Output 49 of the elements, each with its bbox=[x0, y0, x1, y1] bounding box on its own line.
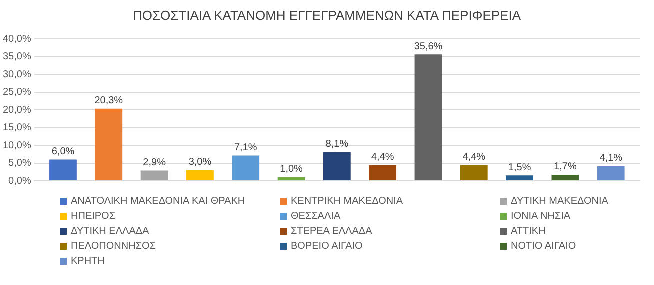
bar bbox=[50, 160, 77, 180]
legend-label: ΗΠΕΙΡΟΣ bbox=[71, 211, 116, 222]
y-tick-label: 15,0% bbox=[2, 122, 32, 134]
data-label: 6,0% bbox=[52, 146, 75, 158]
legend-label: ΚΡΗΤΗ bbox=[71, 256, 105, 267]
data-label: 3,0% bbox=[188, 157, 212, 168]
y-tick-label: 20,0% bbox=[2, 104, 32, 116]
data-label: 1,5% bbox=[508, 162, 532, 174]
legend-label: ΒΟΡΕΙΟ ΑΙΓΑΙΟ bbox=[291, 241, 363, 252]
legend-label: ΝΟΤΙΟ ΑΙΓΑΙΟ bbox=[511, 241, 576, 252]
bar bbox=[186, 170, 214, 180]
legend-label: ΣΤΕΡΕΑ ΕΛΛΑΔΑ bbox=[291, 226, 372, 237]
chart-title: ΠΟΣΟΣΤΙΑΙΑ ΚΑΤΑΝΟΜΗ ΕΓΓΕΓΡΑΜΜΕΝΩΝ ΚΑΤΑ ΠΕΡΙΦΕΡΕΙΑ bbox=[132, 7, 522, 25]
legend-label: ΔΥΤΙΚΗ ΕΛΛΑΔΑ bbox=[71, 226, 150, 237]
bar bbox=[460, 165, 488, 180]
legend-label: ΚΕΝΤΡΙΚΗ ΜΑΚΕΔΟΝΙΑ bbox=[291, 196, 404, 207]
data-label: 2,9% bbox=[143, 157, 166, 168]
legend-label: ΑΤΤΙΚΗ bbox=[511, 226, 546, 237]
data-label: 4,4% bbox=[371, 152, 394, 164]
bar bbox=[506, 176, 534, 180]
y-tick-label: 30,0% bbox=[2, 69, 32, 80]
data-label: 35,6% bbox=[414, 41, 443, 52]
data-label: 4,1% bbox=[600, 153, 623, 164]
bar bbox=[278, 177, 306, 180]
data-label: 20,3% bbox=[94, 96, 124, 107]
legend-label: ΠΕΛΟΠΟΝΝΗΣΟΣ bbox=[71, 241, 156, 252]
y-tick-label: 40,0% bbox=[2, 34, 32, 45]
legend-label: ΙΟΝΙΑ ΝΗΣΙΑ bbox=[511, 211, 571, 222]
bar bbox=[232, 156, 260, 180]
y-tick-label: 10,0% bbox=[2, 140, 32, 152]
data-label: 7,1% bbox=[234, 142, 258, 154]
data-label: 1,7% bbox=[554, 162, 577, 173]
data-label: 8,1% bbox=[326, 138, 349, 150]
y-tick-label: 35,0% bbox=[2, 52, 32, 62]
bar bbox=[323, 152, 351, 180]
y-tick-label: 5,0% bbox=[8, 158, 32, 169]
data-label: 1,0% bbox=[280, 164, 304, 176]
bar bbox=[369, 165, 397, 180]
bar bbox=[140, 170, 168, 180]
data-label: 4,4% bbox=[462, 152, 486, 164]
bar bbox=[552, 174, 580, 180]
bar bbox=[597, 166, 625, 180]
y-tick-label: 0,0% bbox=[8, 176, 32, 187]
bar bbox=[95, 108, 123, 180]
legend-label: ΔΥΤΙΚΗ ΜΑΚΕΔΟΝΙΑ bbox=[511, 196, 608, 207]
legend-label: ΑΝΑΤΟΛΙΚΗ ΜΑΚΕΔΟΝΙΑ ΚΑΙ ΘΡΑΚΗ bbox=[71, 196, 246, 207]
legend-label: ΘΕΣΣΑΛΙΑ bbox=[291, 211, 341, 222]
bar bbox=[414, 54, 442, 180]
y-tick-label: 25,0% bbox=[2, 87, 32, 98]
